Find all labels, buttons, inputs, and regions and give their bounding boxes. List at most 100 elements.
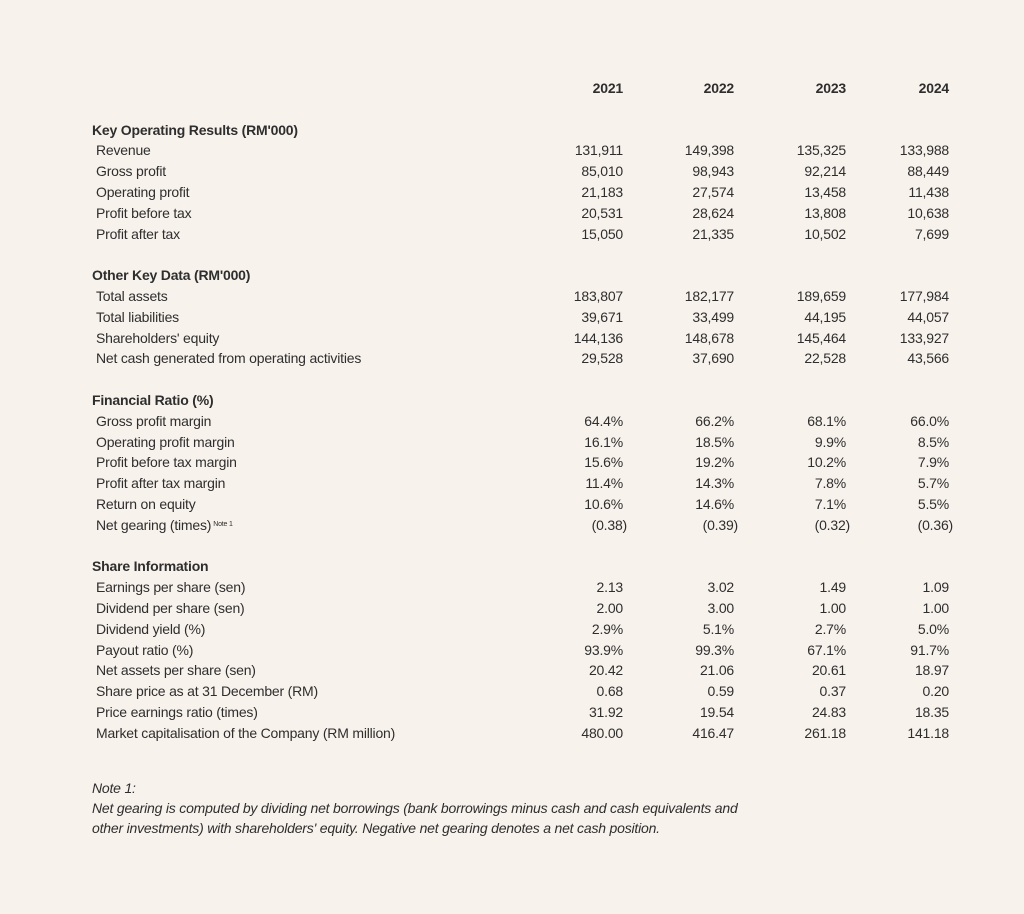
value-text: (0.32) [814, 516, 851, 533]
row-label: Total assets [92, 286, 512, 307]
table-row: Net gearing (times) Note 1 (0.38) (0.39) (0.… [92, 515, 962, 536]
table-row: Earnings per share (sen) 2.13 3.02 1.49 1.09 [92, 577, 962, 598]
value-text: 2.9% [591, 620, 623, 637]
value-text: 5.1% [702, 620, 734, 637]
value-cell: 13,458 [734, 182, 846, 203]
value-text: 2.7% [814, 620, 846, 637]
row-label-text: Return on equity [96, 495, 196, 512]
row-label: Profit after tax margin [92, 473, 512, 494]
year-header: 2023 [815, 80, 847, 96]
value-text: 189,659 [796, 287, 846, 304]
value-cell: 37,690 [623, 348, 734, 369]
row-label: Return on equity [92, 494, 512, 515]
row-label: Operating profit margin [92, 432, 512, 453]
section-title: Financial Ratio (%) [92, 391, 214, 408]
value-text: 10.6% [584, 495, 623, 512]
value-text: 66.2% [695, 412, 734, 429]
value-text: 19.2% [695, 454, 734, 471]
value-text: 88,449 [907, 163, 949, 180]
row-label-text: Revenue [96, 142, 151, 159]
value-text: 64.4% [584, 412, 623, 429]
value-text: 68.1% [807, 412, 846, 429]
table-row: Operating profit margin 16.1% 18.5% 9.9% 8.5… [92, 432, 962, 453]
value-text: 0.68 [596, 683, 624, 700]
value-cell: 177,984 [846, 286, 949, 307]
row-label-text: Net cash generated from operating activi… [96, 350, 362, 367]
value-text: 21.06 [699, 662, 734, 679]
row-label: Profit before tax [92, 203, 512, 224]
value-text: 99.3% [695, 641, 734, 658]
value-cell: 21,183 [512, 182, 623, 203]
value-cell: 92,214 [734, 161, 846, 182]
value-text: 21,335 [692, 225, 734, 242]
row-label: Dividend per share (sen) [92, 598, 512, 619]
value-text: 18.97 [914, 662, 949, 679]
value-text: 14.3% [695, 475, 734, 492]
value-cell: 1.00 [734, 598, 847, 619]
row-label-text: Profit before tax [96, 204, 192, 221]
value-cell: 88,449 [846, 161, 949, 182]
row-label-text: Total assets [96, 287, 168, 304]
value-cell: 18.35 [846, 702, 949, 723]
value-text: 133,988 [899, 142, 949, 159]
value-cell: 33,499 [623, 307, 734, 328]
value-cell: 85,010 [512, 161, 623, 182]
value-text: 1.49 [819, 579, 847, 596]
value-cell: 31.92 [512, 702, 623, 723]
value-cell: 145,464 [734, 328, 846, 349]
value-text: 11,438 [908, 183, 949, 200]
value-cell: 43,566 [846, 348, 949, 369]
value-text: 3.00 [707, 599, 735, 616]
value-text: 39,671 [581, 308, 623, 325]
note-text-line: other investments) with shareholders' eq… [92, 820, 660, 836]
value-cell: 2.9% [512, 619, 623, 640]
value-cell: 1.09 [846, 577, 950, 598]
table-row: Profit after tax margin 11.4% 14.3% 7.8% 5.7… [92, 473, 962, 494]
value-cell: 68.1% [734, 411, 846, 432]
value-cell: 21,335 [623, 224, 734, 245]
value-cell: 189,659 [734, 286, 846, 307]
value-cell: 19.2% [623, 452, 734, 473]
table-row: Price earnings ratio (times) 31.92 19.54 24… [92, 702, 962, 723]
value-text: 148,678 [684, 329, 734, 346]
row-label-text: Gross profit margin [96, 412, 212, 429]
row-label-text: Profit after tax margin [96, 475, 226, 492]
table-section: Other Key Data (RM'000) Total assets 183,8… [92, 265, 962, 369]
value-cell: 19.54 [623, 702, 734, 723]
value-cell: 20,531 [512, 203, 623, 224]
value-cell: 5.7% [846, 473, 949, 494]
value-cell: 3.02 [623, 577, 735, 598]
row-label-text: Operating profit [96, 183, 190, 200]
row-label-text: Profit before tax margin [96, 454, 237, 471]
value-text: 28,624 [692, 204, 734, 221]
table-section: Key Operating Results (RM'000) Revenue 131… [92, 120, 962, 245]
value-text: 131,911 [574, 142, 623, 159]
value-cell: 28,624 [623, 203, 734, 224]
value-text: 7.8% [814, 475, 846, 492]
value-text: 15,050 [581, 225, 623, 242]
row-label: Net cash generated from operating activi… [92, 348, 512, 369]
value-text: 18.5% [695, 433, 734, 450]
value-cell: 133,927 [846, 328, 949, 349]
value-cell: 44,057 [846, 307, 949, 328]
value-cell: 7,699 [846, 224, 949, 245]
year-header-row: 2021 2022 2023 2024 [92, 78, 962, 99]
value-text: 149,398 [684, 142, 734, 159]
row-label: Payout ratio (%) [92, 640, 512, 661]
value-cell: 1.00 [846, 598, 950, 619]
value-cell: 9.9% [734, 432, 846, 453]
value-text: (0.39) [702, 516, 739, 533]
value-cell: 7.9% [846, 452, 949, 473]
value-text: 0.20 [922, 683, 950, 700]
value-text: 67.1% [807, 641, 846, 658]
value-cell: 91.7% [846, 640, 949, 661]
value-text: 144,136 [573, 329, 623, 346]
value-text: 7,699 [914, 225, 949, 242]
table-row: Revenue 131,911 149,398 135,325 133,988 [92, 140, 962, 161]
value-text: 44,057 [907, 308, 949, 325]
row-label: Shareholders' equity [92, 328, 512, 349]
value-cell: 15.6% [512, 452, 623, 473]
row-label-text: Shareholders' equity [96, 329, 220, 346]
value-cell: 18.5% [623, 432, 734, 453]
row-label: Revenue [92, 140, 512, 161]
